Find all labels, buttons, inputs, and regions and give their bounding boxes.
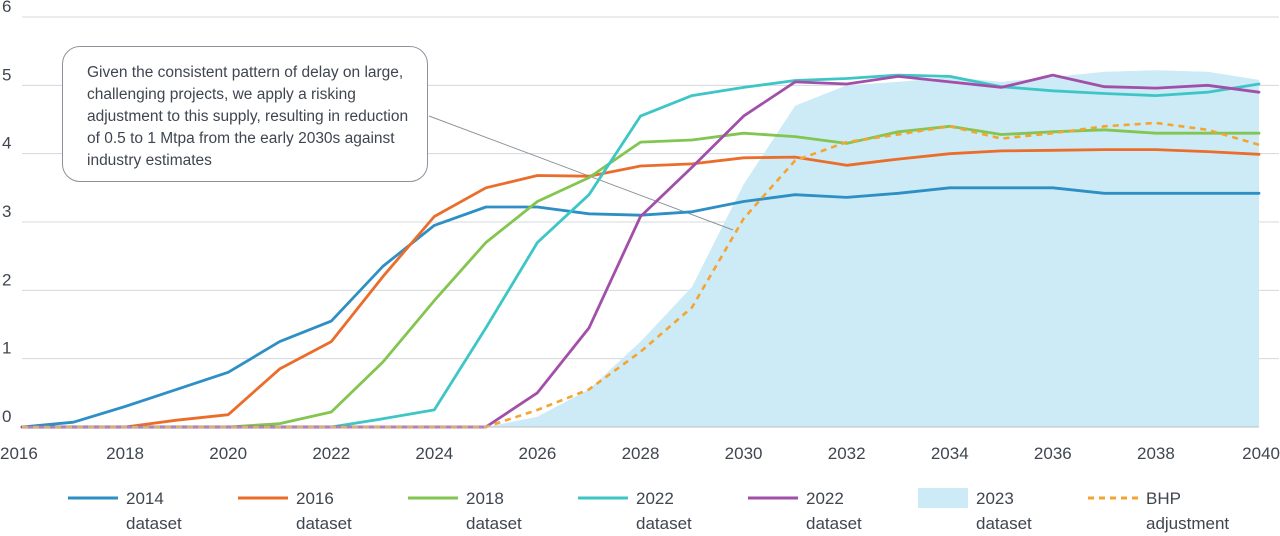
legend-label: 2022 dataset [806,489,862,533]
x-tick-label: 2030 [725,444,763,463]
y-tick-label: 4 [2,134,11,153]
y-tick-label: 1 [2,339,11,358]
x-tick-label: 2040 [1242,444,1280,463]
x-tick-label: 2022 [312,444,350,463]
series-area-5 [22,70,1259,428]
x-tick-label: 2016 [0,444,38,463]
series-line-6 [22,121,1260,429]
legend-label: BHP adjustment [1146,489,1229,533]
x-tick-label: 2038 [1137,444,1175,463]
x-tick-label: 2026 [519,444,557,463]
legend-label: 2016 dataset [296,489,352,533]
annotation-callout: Given the consistent pattern of delay on… [62,46,428,182]
y-tick-label: 5 [2,65,11,84]
x-tick-label: 2018 [106,444,144,463]
x-tick-label: 2036 [1034,444,1072,463]
legend-label: 2018 dataset [466,489,522,533]
area-layer [22,70,1259,428]
legend: 2014 dataset 2016 dataset 2018 dataset 2022 dat… [68,488,1229,533]
y-tick-label: 0 [2,407,11,426]
series-line-1 [20,148,1261,429]
y-tick-label: 3 [2,202,11,221]
y-tick-label: 6 [2,0,11,16]
legend-label: 2022 dataset [636,489,692,533]
x-tick-label: 2028 [622,444,660,463]
x-tick-label: 2032 [828,444,866,463]
x-tick-label: 2024 [415,444,453,463]
axes: 0 1 2 3 4 5 6 2016 2018 2020 2022 2024 2026 2028 2030 2… [0,0,1280,463]
x-tick-label: 2034 [931,444,969,463]
x-tick-label: 2020 [209,444,247,463]
annotation-leader-line [428,115,734,231]
y-tick-label: 2 [2,270,11,289]
legend-swatch [918,488,968,508]
legend-label: 2023 dataset [976,489,1032,533]
legend-label: 2014 dataset [126,489,182,533]
